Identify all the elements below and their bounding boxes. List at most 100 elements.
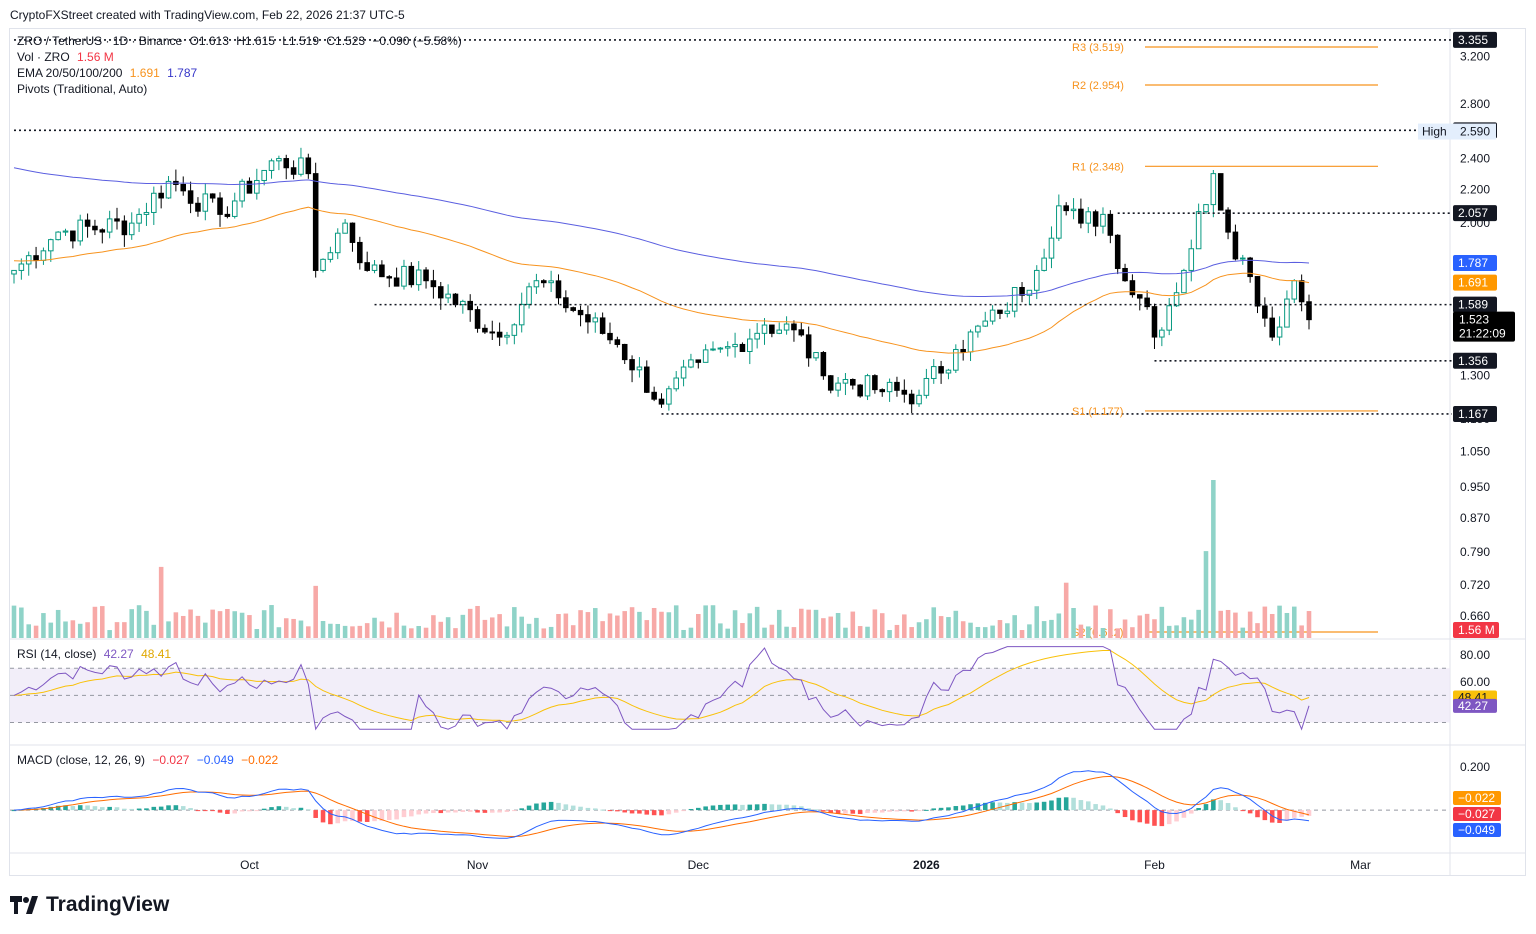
- macd-hist-bar: [1174, 810, 1179, 822]
- tradingview-logo[interactable]: TradingView: [10, 893, 169, 917]
- volume-bar: [534, 617, 539, 638]
- macd-hist-bar: [902, 810, 907, 812]
- macd-hist-bar: [129, 808, 135, 811]
- volume-bar: [136, 605, 142, 638]
- candle-body: [1217, 173, 1224, 211]
- symbol-label[interactable]: ZRO / TetherUS · 1D · Binance: [17, 34, 183, 48]
- candle-body: [526, 286, 532, 305]
- volume-bar: [629, 607, 635, 638]
- macd-hist-bar: [548, 801, 554, 811]
- volume-bar: [1277, 605, 1282, 638]
- volume-tag-bg: [1453, 622, 1499, 638]
- candle-body: [1181, 269, 1187, 294]
- high-value: 1.615: [244, 34, 275, 48]
- candle-body: [975, 325, 981, 333]
- candle-body: [312, 173, 319, 271]
- candle-body: [1078, 208, 1084, 224]
- volume-bar: [144, 610, 149, 638]
- time-axis-label: Dec: [688, 858, 709, 872]
- price-axis-tick: 0.950: [1460, 480, 1490, 494]
- volume-bar: [725, 628, 731, 638]
- candle-body: [482, 327, 488, 333]
- time-axis-label: 2026: [913, 858, 940, 872]
- macd-hist-bar: [850, 810, 856, 814]
- candle-body: [342, 222, 348, 234]
- pivots-legend-label: Pivots (Traditional, Auto): [17, 82, 148, 96]
- macd-hist-bar: [306, 809, 311, 811]
- candle-body: [548, 280, 554, 284]
- volume-legend[interactable]: Vol · ZRO 1.56 M: [17, 50, 118, 64]
- candle-body: [1011, 286, 1018, 312]
- macd-hist-bar: [1027, 803, 1032, 811]
- macd-hist-bar: [607, 810, 613, 812]
- macd-tag-value: −0.049: [1458, 823, 1495, 837]
- macd-hist-bar: [151, 806, 157, 811]
- macd-hist-bar: [1137, 810, 1143, 823]
- volume-bar: [320, 620, 326, 638]
- candle-body: [1254, 276, 1261, 307]
- volume-bar: [1137, 615, 1143, 638]
- volume-bar: [350, 626, 355, 638]
- candle-body: [1063, 205, 1069, 212]
- volume-bar: [563, 613, 569, 638]
- volume-bar: [585, 612, 591, 638]
- volume-bar: [1034, 606, 1040, 638]
- candle-body: [151, 192, 157, 213]
- macd-hist-bar: [1159, 810, 1165, 827]
- macd-hist-bar: [1049, 800, 1054, 811]
- pivots-legend[interactable]: Pivots (Traditional, Auto): [17, 82, 151, 96]
- macd-hist-bar: [298, 807, 304, 811]
- macd-hist-bar: [1041, 801, 1047, 811]
- macd-hist-bar: [534, 803, 539, 811]
- volume-bar: [1255, 623, 1260, 638]
- candle-body: [1100, 213, 1106, 227]
- ema-legend[interactable]: EMA 20/50/100/200 1.691 1.787: [17, 66, 201, 80]
- ema200-legend-value: 1.787: [167, 66, 198, 80]
- macd-hist-bar: [320, 810, 326, 823]
- volume-bar: [158, 566, 164, 638]
- macd-hist-bar: [364, 810, 370, 822]
- candle-body: [1291, 280, 1298, 300]
- low-value: 1.519: [288, 34, 319, 48]
- volume-bar: [489, 617, 495, 638]
- macd-hist-bar: [504, 810, 510, 812]
- volume-bar: [1041, 621, 1047, 638]
- volume-bar: [335, 623, 341, 638]
- candle-body: [850, 378, 856, 386]
- volume-bar: [26, 624, 31, 638]
- volume-bar: [1027, 624, 1032, 638]
- volume-bar: [1108, 609, 1113, 638]
- volume-bar: [850, 611, 856, 638]
- candle-body: [658, 398, 665, 405]
- volume-bar: [622, 611, 627, 638]
- candle-body: [1166, 305, 1172, 331]
- macd-hist-bar: [615, 810, 620, 812]
- candle-body: [165, 180, 172, 199]
- macd-hist-bar: [776, 804, 782, 811]
- volume-bar: [276, 627, 282, 638]
- volume-bar: [63, 621, 68, 638]
- candle-body: [997, 309, 1003, 314]
- rsi-legend[interactable]: RSI (14, close) 42.27 48.41: [17, 647, 175, 661]
- macd-legend[interactable]: MACD (close, 12, 26, 9) −0.027 −0.049 −0…: [17, 753, 282, 767]
- macd-hist-bar: [784, 804, 789, 811]
- candle-body: [1122, 267, 1128, 282]
- macd-hist-bar: [651, 810, 657, 816]
- volume-bar: [173, 612, 179, 638]
- macd-hist-bar: [740, 804, 745, 811]
- price-tag-bg: [1453, 296, 1497, 313]
- macd-hist-bar: [1203, 804, 1209, 811]
- volume-legend-label: Vol · ZRO: [17, 50, 70, 64]
- candle-body: [842, 378, 849, 384]
- candle-body: [835, 382, 841, 391]
- candle-body: [195, 202, 201, 212]
- volume-bar: [70, 620, 76, 638]
- candle-body: [386, 276, 393, 279]
- macd-hist-bar: [269, 807, 274, 811]
- macd-hist-bar: [1078, 800, 1084, 811]
- candle-body: [1239, 257, 1246, 260]
- candle-body: [393, 277, 400, 287]
- macd-hist-bar: [1262, 810, 1268, 821]
- volume-bar: [879, 613, 885, 638]
